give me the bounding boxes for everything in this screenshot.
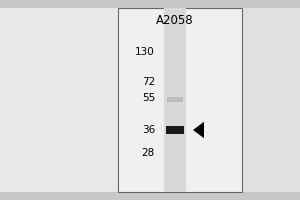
Bar: [242, 8, 300, 192]
Text: 72: 72: [142, 77, 155, 87]
Bar: [167, 97, 183, 102]
Bar: [0, 8, 118, 192]
Text: A2058: A2058: [156, 14, 194, 27]
Polygon shape: [193, 122, 204, 138]
Text: 36: 36: [142, 125, 155, 135]
Text: 55: 55: [142, 93, 155, 103]
Bar: [164, 8, 186, 192]
Text: 28: 28: [142, 148, 155, 158]
Bar: [166, 126, 184, 134]
Bar: [118, 8, 242, 192]
Text: 130: 130: [135, 47, 155, 57]
